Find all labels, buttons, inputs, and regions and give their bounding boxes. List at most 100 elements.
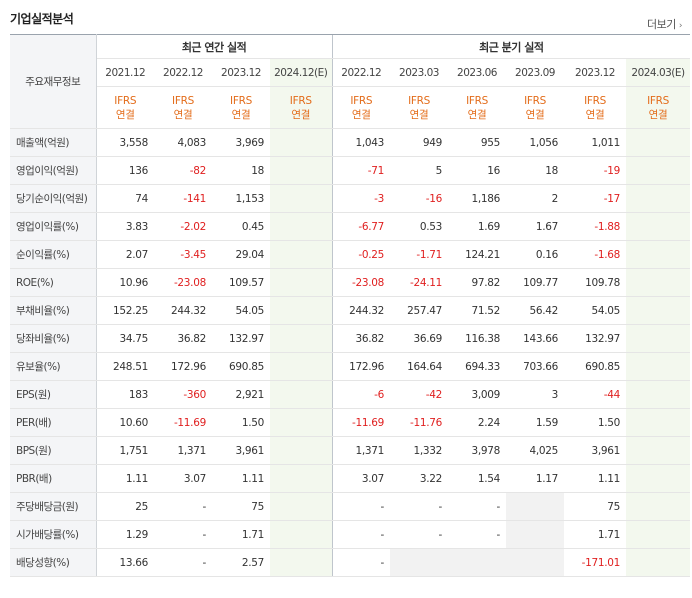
table-cell	[390, 548, 449, 577]
table-cell: 97.82	[448, 268, 507, 297]
row-label: 유보율(%)	[10, 352, 97, 381]
table-cell: 143.66	[506, 324, 565, 353]
table-cell	[626, 380, 691, 409]
table-cell: -	[331, 548, 391, 577]
period-head: 2023.09	[506, 58, 565, 87]
table-cell: 56.42	[506, 296, 565, 325]
row-label: 당기순이익(억원)	[10, 184, 97, 213]
consolidated-label: 연결	[351, 108, 371, 121]
table-cell: 1.11	[96, 464, 154, 493]
table-cell: -82	[154, 156, 212, 185]
table-cell: 1.29	[96, 520, 154, 549]
row-label: PER(배)	[10, 408, 97, 437]
table-row: 시가배당률(%) 1.29-1.71- - -1.71	[10, 520, 691, 549]
table-cell: 172.96	[331, 352, 391, 381]
ifrs-standard-head: IFRS 연결	[626, 86, 691, 129]
table-cell: 3	[506, 380, 565, 409]
table-cell	[270, 156, 333, 185]
section-title: 기업실적분석	[10, 12, 74, 26]
table-cell: -	[154, 548, 212, 577]
table-row: 영업이익(억원) 136 -82 18 -71 5 16 18 -19	[10, 156, 691, 185]
table-row: 순이익률(%) 2.07 -3.45 29.04 -0.25 -1.71 124.21 0.1…	[10, 240, 691, 269]
ifrs-label: IFRS	[289, 94, 312, 107]
chevron-right-icon: ›	[678, 21, 683, 31]
table-row: PER(배) 10.60 -11.69 1.50 -11.69 -11.76 2.24 1.5…	[10, 408, 691, 437]
table-cell	[270, 240, 333, 269]
table-cell: 949	[390, 128, 449, 157]
table-cell	[270, 492, 333, 521]
table-cell: 0.53	[390, 212, 449, 241]
ifrs-standard-head: IFRS 연결	[270, 86, 333, 129]
table-cell: -11.69	[331, 408, 391, 437]
table-cell: 1,056	[506, 128, 565, 157]
table-cell	[626, 408, 691, 437]
table-cell: 3,978	[448, 436, 507, 465]
consolidated-label: 연결	[173, 108, 193, 121]
table-cell: -23.08	[154, 268, 212, 297]
label-column-head: 주요재무정보	[10, 34, 97, 129]
table-cell: -11.69	[154, 408, 212, 437]
ifrs-label: IFRS	[172, 94, 194, 107]
table-row: 당기순이익(억원) 74 -141 1,153 -3 -16 1,186 2 -17	[10, 184, 691, 213]
table-cell	[626, 128, 691, 157]
table-cell: 172.96	[154, 352, 212, 381]
table-cell: 3.07	[154, 464, 212, 493]
table-cell: 75	[212, 492, 270, 521]
ifrs-label: IFRS	[408, 94, 430, 107]
table-cell: -1.88	[564, 212, 627, 241]
table-cell	[506, 492, 565, 521]
ifrs-label: IFRS	[350, 94, 373, 107]
table-cell: 109.57	[212, 268, 270, 297]
row-label: 주당배당금(원)	[10, 492, 97, 521]
table-cell: -71	[331, 156, 391, 185]
table-cell: 1,371	[154, 436, 212, 465]
table-cell: 244.32	[331, 296, 391, 325]
table-cell: 2.07	[96, 240, 154, 269]
table-cell: 109.78	[564, 268, 627, 297]
table-cell: -17	[564, 184, 627, 213]
period-head: 2022.12	[154, 58, 212, 87]
more-link[interactable]: 더보기 ›	[647, 16, 683, 32]
period-head: 2024.03(E)	[626, 58, 691, 87]
table-cell	[270, 352, 333, 381]
table-cell: 116.38	[448, 324, 507, 353]
table-cell	[270, 296, 333, 325]
consolidated-label: 연결	[409, 108, 429, 121]
table-row: 당좌비율(%) 34.75 36.82 132.97 36.82 36.69 116.38 1…	[10, 324, 691, 353]
table-cell: 183	[96, 380, 154, 409]
consolidated-label: 연결	[231, 108, 251, 121]
table-row: ROE(%) 10.96 -23.08 109.57 -23.08 -24.11 97.82…	[10, 268, 691, 297]
table-cell	[626, 212, 691, 241]
table-cell: 16	[448, 156, 507, 185]
table-cell: 694.33	[448, 352, 507, 381]
table-cell	[626, 436, 691, 465]
table-row: 부채비율(%) 152.25 244.32 54.05 244.32 257.47 71.5…	[10, 296, 691, 325]
table-cell: 2	[506, 184, 565, 213]
table-cell	[626, 296, 691, 325]
table-row: PBR(배) 1.11 3.07 1.11 3.07 3.22 1.54 1.17 1.11	[10, 464, 691, 493]
table-cell: 3.83	[96, 212, 154, 241]
table-row: BPS(원) 1,751 1,371 3,961 1,371 1,332 3,978 4,02…	[10, 436, 691, 465]
table-cell: 136	[96, 156, 154, 185]
row-label: EPS(원)	[10, 380, 97, 409]
table-cell: 248.51	[96, 352, 154, 381]
consolidated-label: 연결	[115, 108, 135, 121]
table-cell	[270, 324, 333, 353]
table-cell: 29.04	[212, 240, 270, 269]
period-head: 2023.12	[564, 58, 627, 87]
table-cell: 132.97	[564, 324, 627, 353]
table-cell: 1,186	[448, 184, 507, 213]
table-cell: -6.77	[331, 212, 391, 241]
table-cell: -0.25	[331, 240, 391, 269]
table-cell: -42	[390, 380, 449, 409]
table-cell: -	[154, 492, 212, 521]
table-cell	[270, 212, 333, 241]
consolidated-label: 연결	[648, 108, 668, 121]
table-cell: 152.25	[96, 296, 154, 325]
table-cell: 54.05	[564, 296, 627, 325]
ifrs-standard-head: IFRS 연결	[154, 86, 212, 129]
table-cell: 690.85	[212, 352, 270, 381]
table-cell: -1.71	[390, 240, 449, 269]
table-cell: 1,011	[564, 128, 627, 157]
ifrs-standard-head: IFRS 연결	[564, 86, 627, 129]
